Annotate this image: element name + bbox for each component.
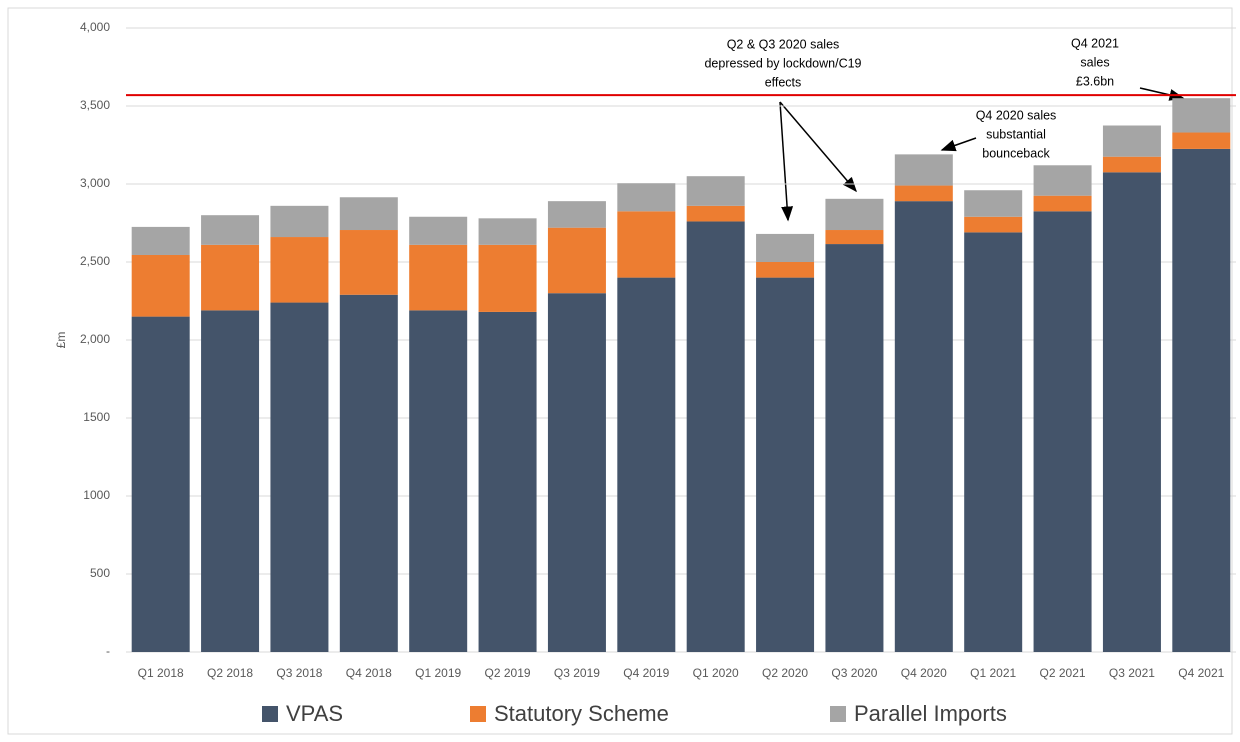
bar-segment xyxy=(1033,211,1092,653)
bar-segment xyxy=(617,211,676,278)
annotation: Q4 2020 sales substantial bounceback xyxy=(976,108,1057,160)
bar-segment xyxy=(547,293,606,652)
bar-segment xyxy=(270,237,329,303)
bar-segment xyxy=(1172,148,1231,652)
bar-segment xyxy=(756,233,815,262)
y-tick-label: - xyxy=(106,644,110,658)
legend-swatch xyxy=(830,706,846,722)
annotation-text: Q4 2020 sales xyxy=(976,108,1057,122)
bar-segment xyxy=(409,310,468,652)
bar-segment xyxy=(339,294,398,652)
y-axis-label: £m xyxy=(54,332,68,349)
bar-segment xyxy=(964,232,1023,653)
bar-segment xyxy=(1033,165,1092,196)
x-tick-label: Q2 2021 xyxy=(1040,666,1086,680)
bar-segment xyxy=(201,215,260,245)
annotation: Q2 & Q3 2020 sales depressed by lockdown/… xyxy=(704,37,861,89)
annotation-text: depressed by lockdown/C19 xyxy=(704,56,861,70)
bar-segment xyxy=(270,302,329,652)
x-tick-label: Q4 2021 xyxy=(1178,666,1224,680)
bar-segment xyxy=(131,254,190,317)
bar-segment xyxy=(339,230,398,295)
bar-segment xyxy=(547,201,606,228)
bar-segment xyxy=(894,201,953,652)
bar-segment xyxy=(894,185,953,202)
bar-segment xyxy=(686,176,745,206)
legend-label: Statutory Scheme xyxy=(494,701,669,726)
legend-swatch xyxy=(262,706,278,722)
y-tick-label: 3,000 xyxy=(80,176,110,190)
annotation-text: substantial xyxy=(986,127,1046,141)
bar-segment xyxy=(201,244,260,311)
annotation-text: Q4 2021 xyxy=(1071,36,1119,50)
frame xyxy=(7,7,1233,735)
x-tick-label: Q2 2019 xyxy=(485,666,531,680)
bar-segment xyxy=(964,190,1023,217)
arrows xyxy=(779,87,1185,222)
y-tick-label: 3,500 xyxy=(80,98,110,112)
bar-segment xyxy=(894,154,953,186)
x-tick-label: Q3 2021 xyxy=(1109,666,1155,680)
bar-segment xyxy=(617,277,676,652)
bar-segment xyxy=(1033,195,1092,212)
x-tick-label: Q1 2018 xyxy=(138,666,184,680)
bar-segment xyxy=(825,198,884,231)
bar-segment xyxy=(1102,172,1161,653)
x-tick-label: Q2 2020 xyxy=(762,666,808,680)
y-tick-label: 1500 xyxy=(83,410,110,424)
x-tick-label: Q3 2019 xyxy=(554,666,600,680)
x-tick-label: Q4 2020 xyxy=(901,666,947,680)
annotation-text: Q2 & Q3 2020 sales xyxy=(727,37,840,51)
y-tick-label: 1000 xyxy=(83,488,110,502)
x-tick-label: Q3 2018 xyxy=(276,666,322,680)
annotation-text: bounceback xyxy=(982,146,1050,160)
annotation-text: £3.6bn xyxy=(1076,74,1114,88)
y-tick-label: 4,000 xyxy=(80,20,110,34)
bar-segment xyxy=(964,216,1023,233)
legend-swatch xyxy=(470,706,486,722)
bar-segment xyxy=(339,197,398,231)
bar-segment xyxy=(478,311,537,652)
annotation-text: effects xyxy=(765,75,802,89)
bar-segment xyxy=(270,205,329,238)
x-tick-label: Q3 2020 xyxy=(831,666,877,680)
bar-segment xyxy=(756,262,815,278)
bar-segment xyxy=(756,277,815,652)
bar-segment xyxy=(131,316,190,652)
annotation: Q4 2021 sales £3.6bn xyxy=(1071,36,1119,88)
legend-label: VPAS xyxy=(286,701,343,726)
x-tick-label: Q1 2019 xyxy=(415,666,461,680)
bar-segment xyxy=(1172,98,1231,133)
bar-segment xyxy=(478,244,537,312)
bar-segment xyxy=(686,205,745,222)
x-tick-label: Q4 2019 xyxy=(623,666,669,680)
bar-segment xyxy=(617,183,676,212)
legend-label: Parallel Imports xyxy=(854,701,1007,726)
bar-segment xyxy=(1102,125,1161,157)
bar-segment xyxy=(686,221,745,652)
y-tick-label: 2,000 xyxy=(80,332,110,346)
y-tick-label: 500 xyxy=(90,566,110,580)
bar-segment xyxy=(409,244,468,311)
y-tick-label: 2,500 xyxy=(80,254,110,268)
bar-segment xyxy=(409,216,468,245)
bar-segment xyxy=(131,226,190,255)
x-tick-label: Q1 2021 xyxy=(970,666,1016,680)
bar-segment xyxy=(547,227,606,294)
bar-segment xyxy=(1102,156,1161,173)
bar-segment xyxy=(201,310,260,652)
bar-segment xyxy=(825,230,884,245)
bar-segment xyxy=(825,244,884,652)
bar-segment xyxy=(478,218,537,245)
x-tick-label: Q4 2018 xyxy=(346,666,392,680)
annotation-text: sales xyxy=(1080,55,1109,69)
x-tick-label: Q2 2018 xyxy=(207,666,253,680)
x-tick-label: Q1 2020 xyxy=(693,666,739,680)
bar-segment xyxy=(1172,132,1231,149)
